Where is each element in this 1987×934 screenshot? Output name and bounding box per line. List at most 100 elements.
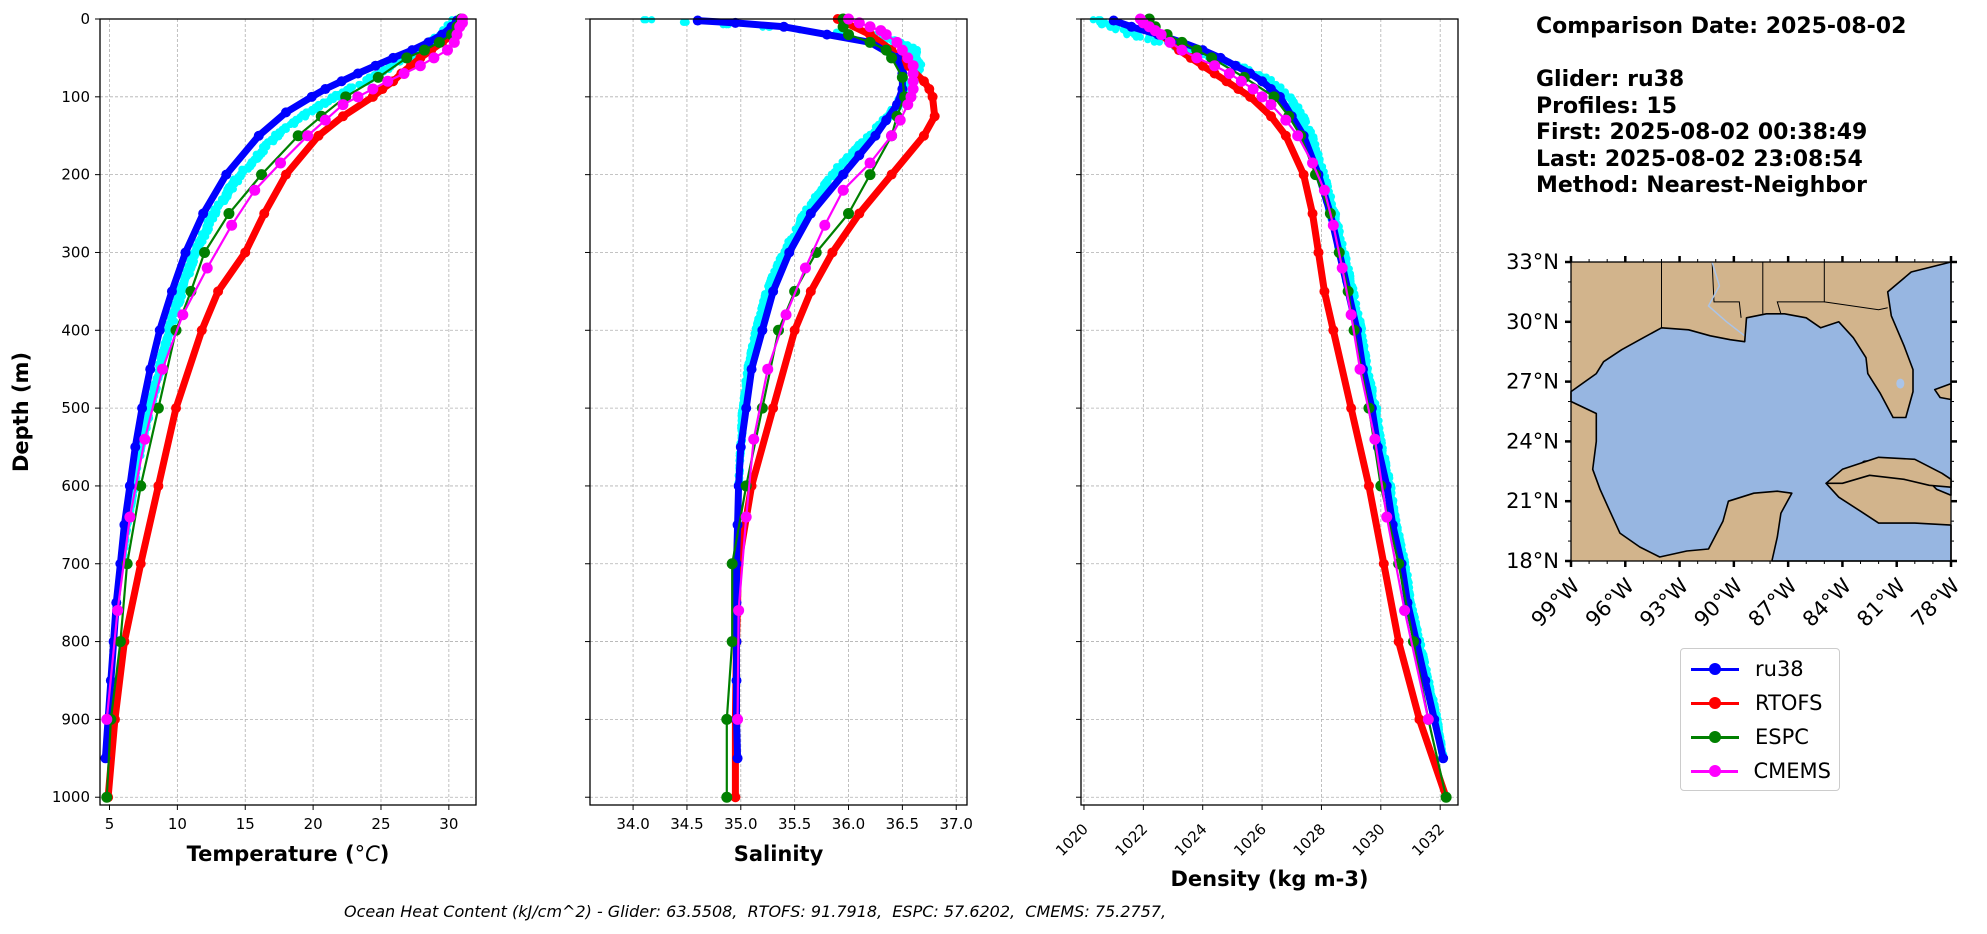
data-point	[741, 403, 752, 414]
profile-point	[301, 113, 310, 121]
x-tick-label: 1032	[1408, 820, 1448, 860]
legend-label-rtofs: RTOFS	[1755, 691, 1823, 715]
data-point	[886, 130, 898, 142]
data-point	[139, 433, 151, 445]
data-point	[880, 29, 892, 41]
lat-label: 33°N	[1506, 250, 1559, 274]
data-point	[114, 636, 126, 648]
data-point	[1336, 262, 1348, 274]
profile-point	[1089, 16, 1097, 24]
x-tick-label: 20	[304, 815, 323, 833]
y-tick-label: 500	[61, 399, 90, 417]
profile-point	[1144, 36, 1152, 44]
data-point	[313, 130, 324, 141]
data-point	[1378, 558, 1389, 569]
data-point	[177, 309, 189, 321]
y-axis-label: Depth (m)	[9, 352, 33, 472]
data-point	[721, 713, 733, 725]
data-point	[152, 402, 164, 414]
data-point	[101, 791, 113, 803]
data-point	[135, 558, 146, 569]
x-axis-label: Salinity	[734, 842, 824, 866]
glider-name: Glider: ru38	[1536, 67, 1685, 92]
legend-swatch-rtofs	[1689, 695, 1741, 711]
data-point	[1247, 83, 1259, 95]
data-point	[1215, 52, 1226, 63]
data-point	[1265, 99, 1277, 111]
data-point	[838, 169, 849, 180]
data-point	[154, 325, 165, 336]
data-point	[746, 364, 757, 375]
profile-point	[1098, 21, 1106, 29]
data-point	[827, 247, 838, 258]
x-tick-label: 1024	[1171, 820, 1211, 860]
x-tick-label: 37.0	[940, 815, 973, 833]
x-axis: 1020 1022 1024 1026 1028 1030 1032	[1052, 805, 1448, 860]
y-tick-label: 700	[61, 555, 90, 573]
y-tick-label: 1000	[52, 788, 90, 806]
profile-point	[321, 100, 329, 109]
data-point	[1230, 60, 1241, 71]
data-point	[732, 713, 744, 725]
data-point	[1108, 15, 1119, 26]
data-point	[735, 442, 746, 453]
data-point	[1319, 286, 1330, 297]
data-point	[196, 325, 207, 336]
legend-label-espc: ESPC	[1755, 725, 1809, 749]
y-axis	[585, 18, 590, 798]
lon-label: 81°W	[1852, 573, 1910, 631]
data-point	[918, 130, 929, 141]
x-tick-label: 25	[371, 815, 390, 833]
y-axis	[1076, 18, 1081, 798]
data-point	[730, 17, 741, 28]
data-point	[1298, 169, 1309, 180]
data-point	[1420, 675, 1431, 686]
data-point	[1280, 114, 1292, 126]
data-point	[1438, 753, 1449, 764]
data-point	[886, 52, 898, 64]
legend-swatch-espc	[1689, 729, 1741, 745]
data-point	[1223, 67, 1235, 79]
lon-label: 99°W	[1527, 573, 1585, 631]
data-point	[1257, 76, 1268, 87]
data-point	[805, 208, 816, 219]
data-point	[692, 15, 703, 26]
data-point	[398, 67, 410, 79]
plot-area	[100, 13, 468, 803]
data-point	[1399, 604, 1411, 616]
data-point	[1155, 29, 1167, 41]
data-point	[864, 36, 876, 48]
lat-label: 21°N	[1506, 489, 1559, 513]
lat-label: 18°N	[1506, 549, 1559, 573]
data-point	[902, 52, 914, 64]
legend-item-rtofs: RTOFS	[1689, 686, 1831, 720]
data-point	[137, 403, 148, 414]
data-point	[223, 208, 235, 220]
data-point	[733, 604, 745, 616]
data-point	[119, 519, 130, 530]
data-point	[881, 115, 892, 126]
x-tick-label: 10	[168, 815, 187, 833]
grid	[1081, 18, 1458, 805]
data-point	[180, 247, 191, 258]
data-point	[171, 403, 182, 414]
lat-label: 24°N	[1506, 429, 1559, 453]
data-point	[382, 75, 394, 87]
plot-area	[1089, 13, 1452, 803]
y-tick-label: 100	[61, 88, 90, 106]
data-point	[367, 91, 378, 102]
temperature-panel: 5 10 15 20 25 3001002003004005006007008009001…	[9, 10, 477, 866]
profile-point	[269, 138, 278, 146]
data-point	[778, 21, 789, 32]
legend-swatch-cmems	[1689, 763, 1740, 779]
data-point	[448, 36, 460, 48]
border-louisiana-mississippi	[1711, 262, 1742, 318]
profile-point	[648, 16, 656, 24]
data-point	[320, 84, 331, 95]
data-point	[907, 67, 919, 79]
data-point	[135, 480, 147, 492]
legend-label-ru38: ru38	[1755, 657, 1804, 681]
data-point	[166, 286, 177, 297]
x-axis-label: Temperature (°C)	[187, 842, 390, 866]
data-point	[302, 130, 314, 142]
